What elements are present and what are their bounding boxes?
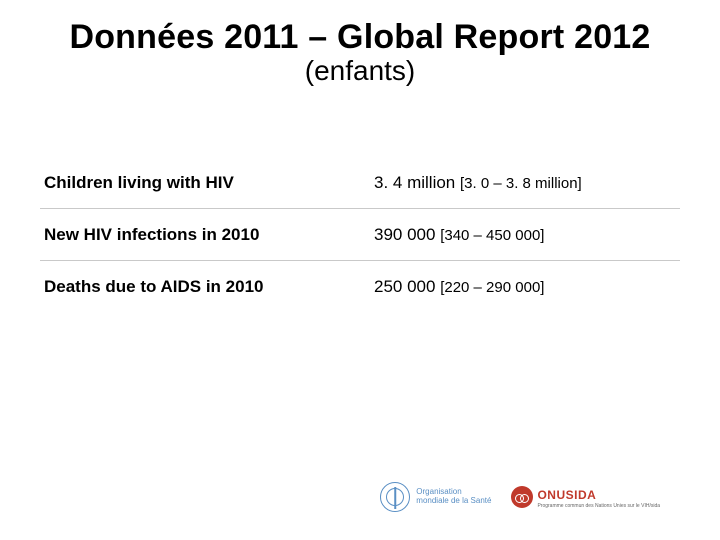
who-logo: Organisation mondiale de la Santé xyxy=(380,482,491,512)
footer-logos: Organisation mondiale de la Santé ONUSID… xyxy=(380,482,660,512)
row-label: Deaths due to AIDS in 2010 xyxy=(40,277,370,297)
value-main: 250 000 xyxy=(374,277,440,296)
row-label: Children living with HIV xyxy=(40,173,370,193)
value-main: 3. 4 million xyxy=(374,173,460,192)
page-title: Données 2011 – Global Report 2012 xyxy=(0,18,720,57)
who-text-line2: mondiale de la Santé xyxy=(416,496,491,505)
unaids-logo-text: ONUSIDA Programme commun des Nations Uni… xyxy=(537,486,660,509)
unaids-logo: ONUSIDA Programme commun des Nations Uni… xyxy=(511,486,660,509)
table-row: Children living with HIV 3. 4 million [3… xyxy=(40,157,680,209)
table-row: New HIV infections in 2010 390 000 [340 … xyxy=(40,209,680,261)
row-value: 3. 4 million [3. 0 – 3. 8 million] xyxy=(370,173,680,193)
value-main: 390 000 xyxy=(374,225,440,244)
who-logo-text: Organisation mondiale de la Santé xyxy=(416,488,491,506)
who-emblem-icon xyxy=(380,482,410,512)
unaids-text: ONUSIDA xyxy=(537,488,596,502)
row-label: New HIV infections in 2010 xyxy=(40,225,370,245)
row-value: 390 000 [340 – 450 000] xyxy=(370,225,680,245)
unaids-subtext: Programme commun des Nations Unies sur l… xyxy=(537,504,660,509)
page-subtitle: (enfants) xyxy=(0,55,720,87)
table-row: Deaths due to AIDS in 2010 250 000 [220 … xyxy=(40,261,680,313)
unaids-ribbon-icon xyxy=(511,486,533,508)
row-value: 250 000 [220 – 290 000] xyxy=(370,277,680,297)
value-range: [340 – 450 000] xyxy=(440,227,544,244)
value-range: [220 – 290 000] xyxy=(440,279,544,296)
header: Données 2011 – Global Report 2012 (enfan… xyxy=(0,0,720,87)
data-table: Children living with HIV 3. 4 million [3… xyxy=(40,157,680,313)
who-text-line1: Organisation xyxy=(416,487,461,496)
value-range: [3. 0 – 3. 8 million] xyxy=(460,175,582,192)
